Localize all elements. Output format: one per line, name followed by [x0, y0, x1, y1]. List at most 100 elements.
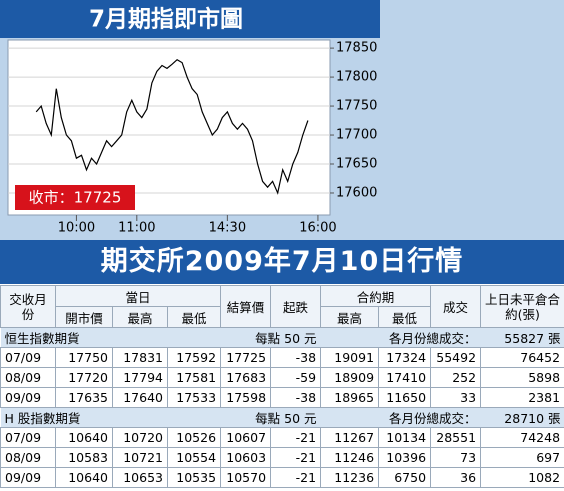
close-label-box: [15, 185, 135, 210]
number-cell: 17410: [378, 367, 432, 388]
section-point: 每點 50 元: [220, 327, 321, 348]
number-cell: 17324: [378, 347, 432, 368]
title-bar: [0, 0, 380, 38]
y-tick-label: 17750: [336, 99, 377, 114]
number-cell: 10720: [112, 427, 168, 448]
number-cell: 17720: [55, 367, 113, 388]
y-tick-label: 17650: [336, 157, 377, 172]
number-cell: 11246: [320, 447, 380, 468]
number-cell: 17683: [220, 367, 272, 388]
number-cell: 10653: [112, 467, 168, 488]
number-cell: 6750: [378, 467, 432, 488]
number-cell: 17640: [112, 387, 168, 408]
header-cell: 上日未平倉合約(張): [480, 285, 564, 328]
month-cell: 09/09: [0, 387, 56, 408]
number-cell: -38: [270, 387, 322, 408]
month-cell: 07/09: [0, 347, 56, 368]
number-cell: 10721: [112, 447, 168, 468]
header-cell: 結算價: [220, 285, 272, 328]
y-tick-label: 17850: [336, 41, 377, 56]
table-row: 09/09 10640 10653 10535 10570 -21 11236 6750 36 1…: [0, 467, 564, 488]
month-cell: 07/09: [0, 427, 56, 448]
x-tick-label: 10:00: [58, 221, 95, 236]
header-cell: 開市價: [55, 306, 113, 328]
number-cell: 17533: [166, 387, 222, 408]
number-cell: 11267: [320, 427, 380, 448]
month-cell: 08/09: [0, 447, 56, 468]
header-cell: 成交: [430, 285, 482, 328]
number-cell: 2381: [480, 387, 564, 408]
table-row: 07/09 10640 10720 10526 10607 -21 11267 10134 28…: [0, 427, 564, 448]
table-row: 07/09 17750 17831 17592 17725 -38 19091 17324 55…: [0, 347, 564, 368]
number-cell: 33: [430, 387, 482, 408]
number-cell: 17581: [166, 367, 222, 388]
number-cell: 18909: [320, 367, 380, 388]
number-cell: -21: [270, 427, 322, 448]
number-cell: -21: [270, 467, 322, 488]
number-cell: 17592: [166, 347, 222, 368]
number-cell: 18965: [320, 387, 380, 408]
table-row: 開市價 最高 最低 最高 最低: [1, 306, 564, 328]
number-cell: 697: [480, 447, 564, 468]
number-cell: 17750: [55, 347, 113, 368]
number-cell: 17598: [220, 387, 272, 408]
quote-table: 交收月份 當日 結算價 起跌 合約期 成交 上日未平倉合約(張) 開市價 最高 最低 最高 最低 恒生指…: [0, 285, 564, 488]
number-cell: -38: [270, 347, 322, 368]
header-cell: 最高: [320, 306, 380, 328]
number-cell: 10583: [55, 447, 113, 468]
header-cell: 最高: [112, 306, 168, 328]
number-cell: 28551: [430, 427, 482, 448]
month-cell: 08/09: [0, 367, 56, 388]
table-title: 期交所2009年7月10日行情: [0, 240, 564, 284]
number-cell: 5898: [480, 367, 564, 388]
header-cell: 合約期: [320, 285, 432, 307]
table-row: 08/09 17720 17794 17581 17683 -59 18909 17410 25…: [0, 367, 564, 388]
number-cell: 11650: [378, 387, 432, 408]
number-cell: 10535: [166, 467, 222, 488]
number-cell: 10570: [220, 467, 272, 488]
number-cell: 73: [430, 447, 482, 468]
number-cell: 76452: [480, 347, 564, 368]
number-cell: 10526: [166, 427, 222, 448]
number-cell: 1082: [480, 467, 564, 488]
section-point: 每點 50 元: [220, 407, 321, 428]
number-cell: 19091: [320, 347, 380, 368]
y-tick-label: 17600: [336, 185, 377, 200]
header-cell: 最低: [378, 306, 432, 328]
table-row: 08/09 10583 10721 10554 10603 -21 11246 10396 73…: [0, 447, 564, 468]
number-cell: 55492: [430, 347, 482, 368]
price-line: [35, 58, 309, 195]
chart: 7月期指即市圖 17600 17650 17700 17750 17800 17850 10…: [0, 0, 564, 240]
y-tick-label: 17800: [336, 70, 377, 85]
table-row: 交收月份 當日 結算價 起跌 合約期 成交 上日未平倉合約(張): [0, 285, 564, 328]
header-cell: 起跌: [270, 285, 322, 328]
section-total: 55827 張: [480, 327, 564, 348]
y-tick-label: 17700: [336, 128, 377, 143]
section-name: H 股指數期貨: [0, 407, 221, 428]
header-cell: 交收月份: [0, 285, 56, 328]
number-cell: 11236: [320, 467, 380, 488]
number-cell: 74248: [480, 427, 564, 448]
number-cell: 10603: [220, 447, 272, 468]
number-cell: 10134: [378, 427, 432, 448]
number-cell: 10396: [378, 447, 432, 468]
number-cell: 17635: [55, 387, 113, 408]
x-tick-label: 11:00: [118, 221, 155, 236]
table-row: 09/09 17635 17640 17533 17598 -38 18965 11650 33…: [0, 387, 564, 408]
table-row: 恒生指數期貨 每點 50 元各月份總成交： 55827 張: [0, 327, 564, 348]
chart-title: 7月期指即市圖: [89, 6, 243, 33]
number-cell: 17794: [112, 367, 168, 388]
section-total: 28710 張: [480, 407, 564, 428]
x-tick-label: 14:30: [209, 221, 246, 236]
number-cell: 36: [430, 467, 482, 488]
number-cell: 10640: [55, 467, 113, 488]
header-cell: 當日: [54, 285, 222, 307]
number-cell: 10554: [166, 447, 222, 468]
number-cell: 17831: [112, 347, 168, 368]
section-total-label: 各月份總成交：: [320, 327, 481, 348]
number-cell: 17725: [220, 347, 272, 368]
number-cell: -59: [270, 367, 322, 388]
month-cell: 09/09: [0, 467, 56, 488]
number-cell: 10640: [55, 427, 113, 448]
